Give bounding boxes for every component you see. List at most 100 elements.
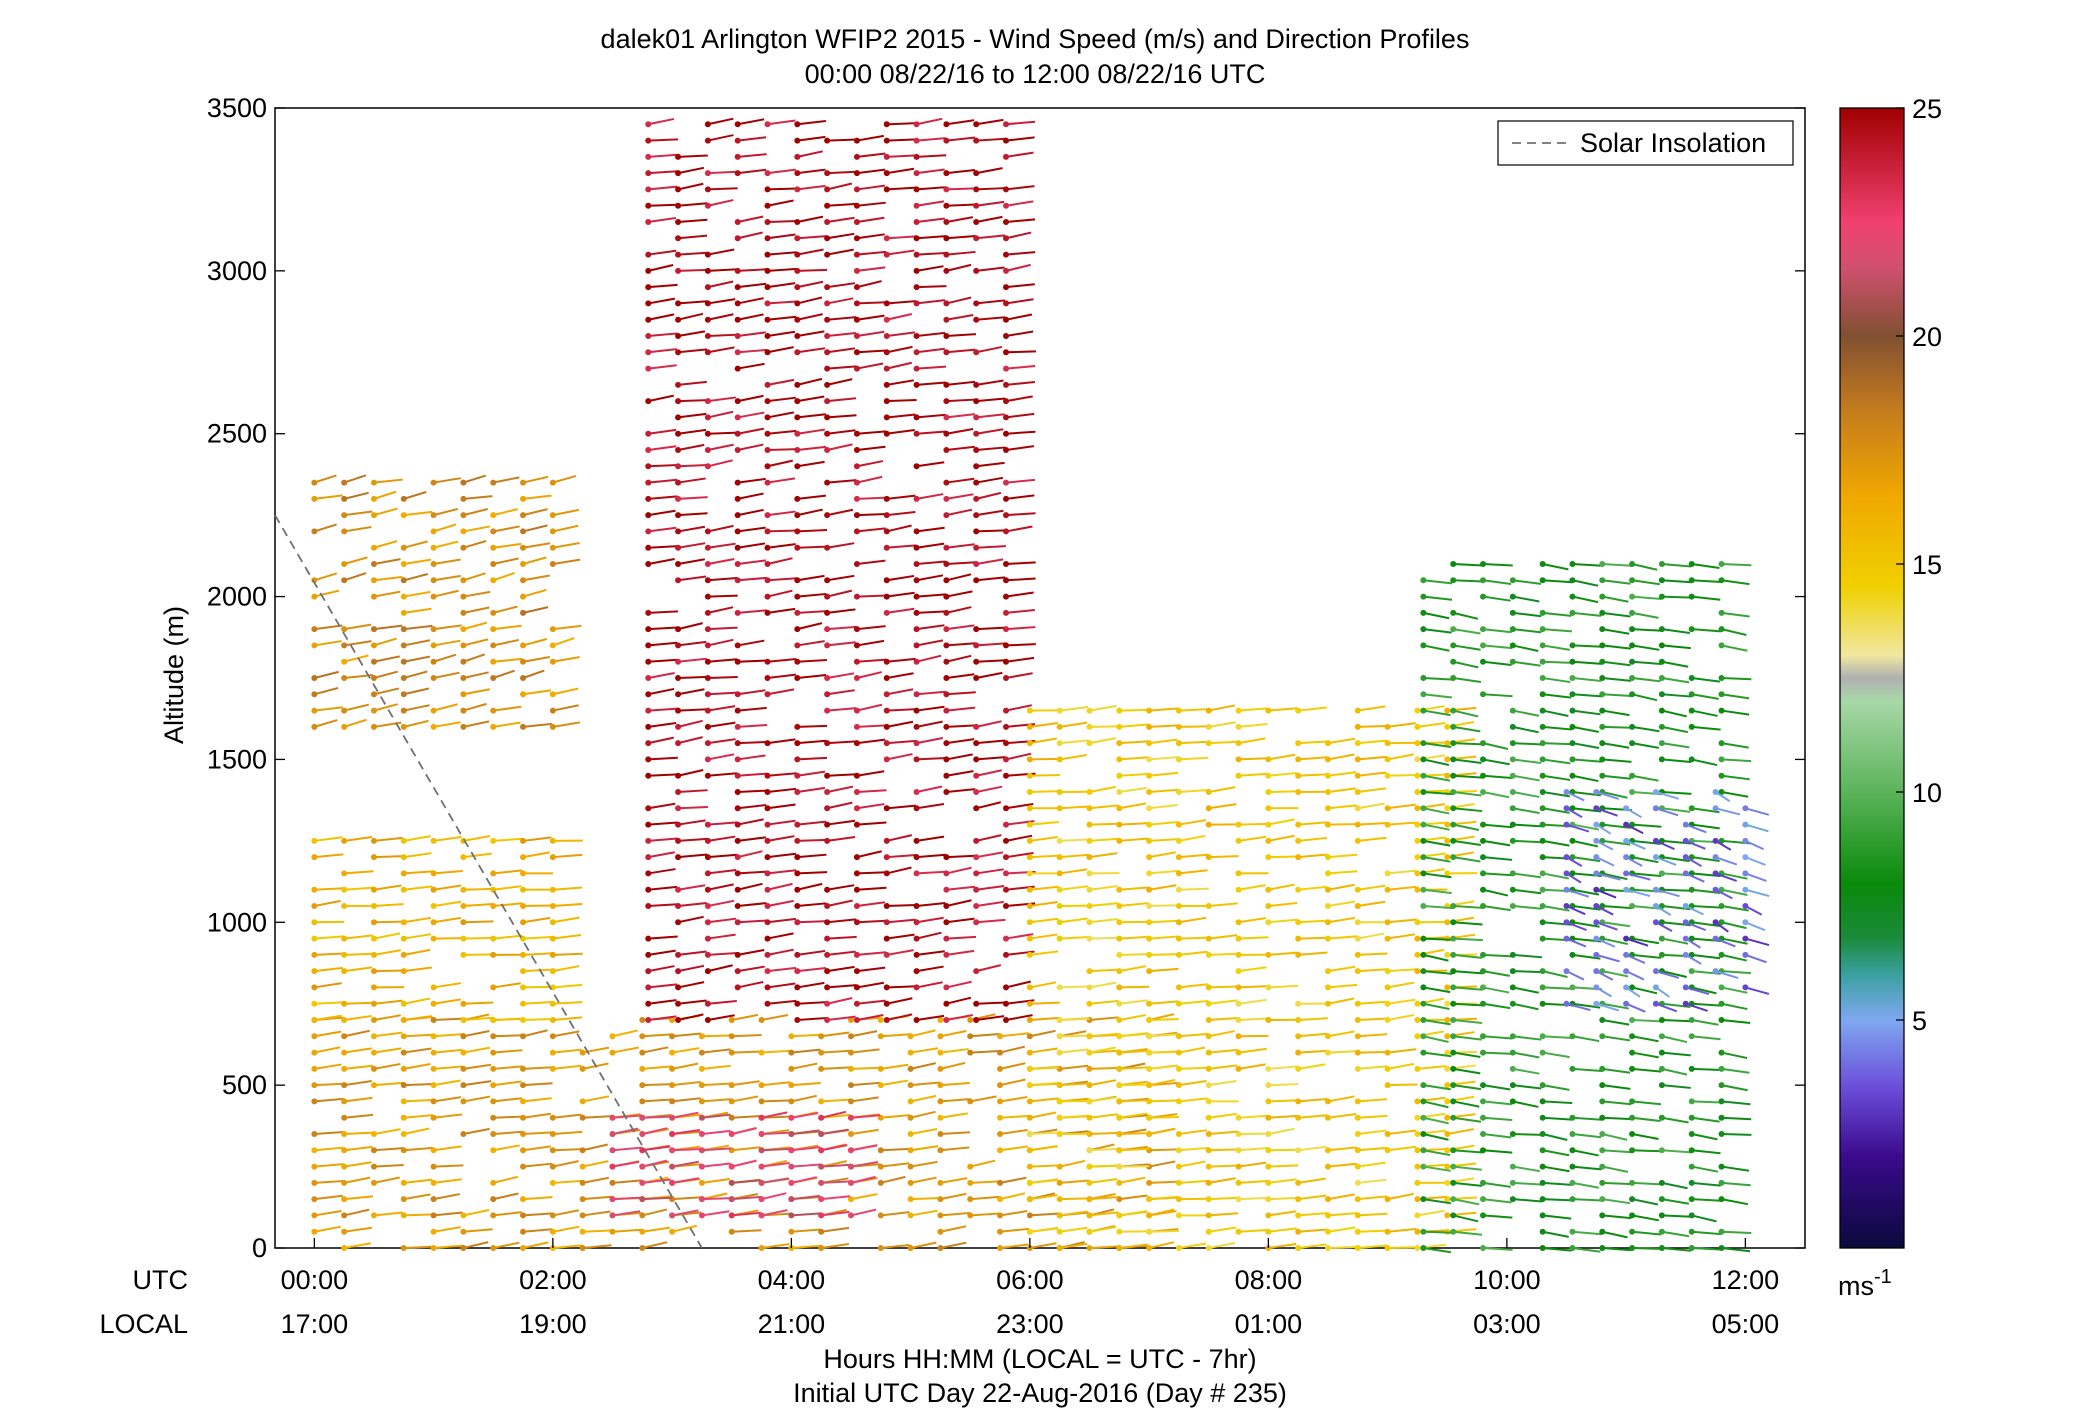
wind-barb-dot — [1480, 837, 1487, 844]
wind-barb-dot — [853, 951, 860, 958]
wind-barb — [856, 658, 887, 663]
wind-barb-dot — [1003, 414, 1010, 421]
wind-barb-dot — [1480, 951, 1487, 958]
wind-barb-dot — [1718, 609, 1725, 616]
wind-barb — [1566, 921, 1587, 932]
wind-barb — [1596, 1002, 1620, 1012]
wind-barb-dot — [853, 789, 860, 795]
colorbar-unit-exponent: -1 — [1874, 1266, 1892, 1288]
wind-barb-dot — [460, 1082, 467, 1089]
wind-barb-dot — [853, 447, 860, 453]
wind-barb — [886, 361, 912, 370]
wind-barb — [433, 589, 459, 598]
wind-barb — [1208, 985, 1239, 989]
wind-barb-dot — [1539, 577, 1546, 584]
wind-barb-dot — [1444, 1147, 1451, 1154]
wind-barb — [1423, 611, 1450, 620]
wind-barb-dot — [847, 1033, 854, 1040]
wind-barb-dot — [1599, 1196, 1606, 1203]
wind-barb-dot — [579, 1065, 586, 1072]
wind-barb — [1268, 951, 1298, 956]
wind-barb-dot — [1205, 1098, 1212, 1105]
wind-barb-dot — [1146, 837, 1153, 844]
wind-barb-dot — [675, 300, 682, 307]
wind-barb-dot — [704, 675, 711, 681]
wind-barb — [1542, 839, 1570, 847]
wind-barb-dot — [1265, 837, 1272, 844]
wind-barb — [433, 1178, 462, 1184]
wind-barb-dot — [675, 626, 682, 633]
wind-barb-dot — [1599, 1065, 1606, 1072]
wind-barb — [1089, 902, 1119, 907]
wind-barb — [910, 1209, 938, 1217]
wind-barb — [916, 365, 947, 370]
wind-barb-dot — [549, 1228, 556, 1235]
wind-barb — [1745, 823, 1769, 833]
wind-barb-dot — [1593, 821, 1600, 828]
wind-barb — [886, 985, 917, 989]
wind-barb-dot — [937, 1049, 944, 1056]
wind-barb — [1208, 1048, 1238, 1054]
wind-barb — [737, 659, 768, 663]
legend-entry-solar-insolation: Solar Insolation — [1580, 128, 1766, 158]
wind-barb-dot — [1563, 886, 1570, 893]
wind-barb-dot — [370, 479, 377, 486]
wind-barb — [433, 540, 459, 549]
wind-barb-dot — [520, 1163, 527, 1170]
wind-barb-dot — [824, 512, 831, 519]
wind-barb — [940, 1146, 970, 1152]
wind-barb-dot — [1086, 837, 1093, 844]
wind-barb — [1542, 1198, 1573, 1202]
wind-barb-dot — [1718, 789, 1725, 795]
wind-barb-dot — [1569, 561, 1576, 567]
wind-barb — [343, 1176, 371, 1184]
wind-barb-dot — [430, 626, 437, 633]
wind-barb — [761, 1111, 788, 1119]
wind-barb — [1149, 953, 1180, 956]
wind-barb-dot — [853, 740, 860, 747]
wind-barb-dot — [973, 805, 980, 812]
wind-barb-dot — [764, 202, 771, 209]
wind-barb-dot — [645, 463, 652, 470]
wind-barb — [552, 704, 579, 712]
wind-barb-dot — [967, 1017, 974, 1023]
wind-barb-dot — [1539, 805, 1546, 812]
wind-barb — [797, 622, 823, 631]
wind-barb-dot — [1682, 854, 1689, 861]
wind-barb-dot — [1718, 561, 1725, 567]
wind-barb — [886, 235, 917, 240]
wind-barb — [678, 708, 708, 712]
wind-barb — [343, 654, 369, 663]
wind-barb — [678, 496, 708, 500]
wind-barb — [343, 1242, 372, 1249]
wind-barb — [642, 1208, 668, 1217]
wind-barb-dot — [520, 642, 527, 649]
wind-barb-dot — [400, 1065, 407, 1072]
wind-barb — [373, 999, 403, 1005]
wind-barb — [701, 1147, 732, 1152]
wind-barb-dot — [460, 886, 467, 893]
wind-barb — [522, 524, 548, 533]
wind-barb — [493, 869, 523, 875]
wind-barb — [1596, 791, 1620, 800]
wind-barb — [1029, 1081, 1060, 1087]
wind-barb — [678, 463, 708, 468]
wind-barb-dot — [400, 886, 407, 893]
wind-barb-dot — [1116, 1245, 1123, 1251]
wind-barb — [648, 965, 675, 973]
wind-barb — [707, 883, 734, 891]
wind-barb-dot — [1420, 740, 1427, 747]
wind-barb — [493, 1017, 523, 1021]
wind-barb — [1029, 774, 1060, 777]
wind-barb — [314, 719, 338, 728]
wind-barb — [767, 948, 794, 956]
wind-barb-dot — [1175, 1179, 1182, 1186]
wind-barb — [1691, 579, 1722, 583]
wind-barb-dot — [1116, 968, 1123, 975]
wind-barb-dot — [943, 577, 950, 584]
wind-barb — [433, 477, 462, 484]
wind-barb — [1566, 888, 1590, 898]
wind-barb — [1512, 1100, 1539, 1108]
